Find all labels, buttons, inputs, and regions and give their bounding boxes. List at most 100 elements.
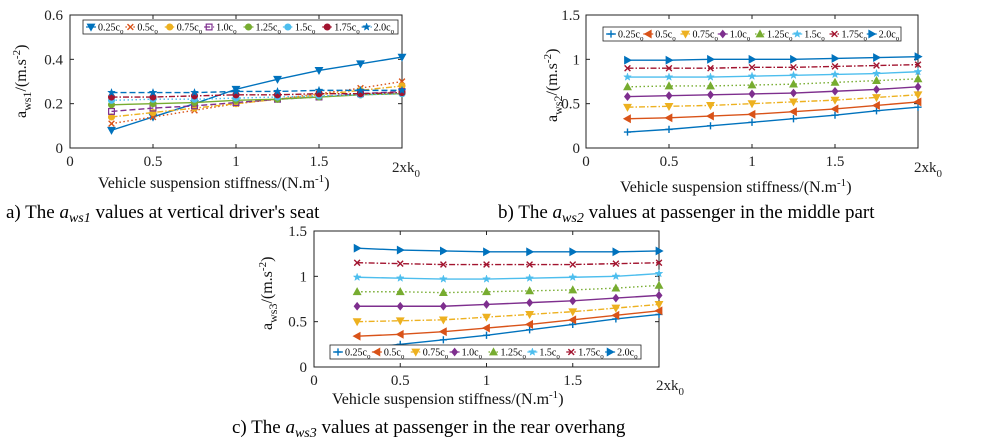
x-tick-label-b: 0.5 bbox=[660, 154, 679, 170]
data-point-c-2-0 bbox=[352, 318, 362, 327]
x-tick-label-a: 0 bbox=[66, 154, 74, 170]
data-point-b-3-2 bbox=[706, 90, 715, 100]
legend-label-a-7: 2.0co bbox=[374, 23, 395, 36]
legend-c: 0.25co 0.5co 0.75co 1.0co 1.25co 1.5co 1.75co 2… bbox=[329, 344, 642, 361]
y-axis-label-b: aws2/(m.s-2) bbox=[542, 49, 565, 122]
data-point-c-6-4 bbox=[526, 261, 533, 268]
legend-marker-b-4 bbox=[755, 29, 765, 38]
legend-marker-a-3 bbox=[205, 23, 213, 31]
data-point-b-7-2 bbox=[707, 54, 716, 64]
data-point-c-2-6 bbox=[611, 304, 621, 313]
series-line-c-3 bbox=[357, 294, 660, 307]
data-point-a-7-1 bbox=[148, 87, 158, 97]
data-point-c-5-0 bbox=[352, 272, 362, 282]
legend-label-b-4: 1.25co bbox=[767, 30, 793, 43]
legend-box-c bbox=[329, 344, 642, 360]
data-point-a-7-4 bbox=[273, 86, 282, 96]
legend-marker-c-7 bbox=[606, 347, 615, 357]
series-line-a-6 bbox=[111, 91, 403, 98]
legend-marker-c-1 bbox=[372, 347, 381, 357]
data-point-a-0-0 bbox=[107, 126, 116, 135]
data-point-c-3-3 bbox=[482, 300, 491, 309]
x-axis-end-label-b: 2xk0 bbox=[914, 160, 943, 180]
data-point-a-0-5 bbox=[314, 67, 324, 76]
legend-marker-a-7 bbox=[362, 22, 372, 31]
data-point-c-1-4 bbox=[524, 319, 534, 329]
data-point-c-2-1 bbox=[395, 317, 405, 326]
data-point-a-7-6 bbox=[356, 85, 365, 95]
legend-box-b bbox=[602, 26, 902, 42]
data-point-b-5-6 bbox=[872, 68, 881, 78]
legend-label-b-7: 2.0co bbox=[879, 30, 900, 43]
data-point-b-4-2 bbox=[706, 81, 715, 90]
data-point-c-6-1 bbox=[396, 260, 404, 268]
x-tick-label-b: 1.5 bbox=[826, 154, 845, 170]
series-line-a-7 bbox=[111, 89, 402, 94]
data-point-c-4-0 bbox=[352, 287, 362, 296]
series-b-0 bbox=[623, 103, 922, 136]
series-c-3 bbox=[353, 290, 663, 311]
data-point-c-7-5 bbox=[569, 247, 578, 257]
legend-marker-b-6 bbox=[831, 30, 838, 38]
series-line-b-1 bbox=[627, 101, 919, 120]
data-point-c-6-0 bbox=[353, 259, 361, 267]
data-point-b-1-0 bbox=[622, 114, 631, 124]
caption-b: b) The aws2 values at passenger in the m… bbox=[498, 202, 875, 226]
legend-label-a-2: 0.75co bbox=[177, 23, 203, 36]
series-b-6 bbox=[624, 61, 922, 72]
series-line-c-6 bbox=[357, 262, 660, 266]
x-tick-label-b: 0 bbox=[582, 154, 590, 170]
series-line-a-0 bbox=[111, 56, 403, 131]
data-point-b-6-3 bbox=[748, 63, 756, 71]
x-tick-label-c: 1 bbox=[483, 373, 491, 389]
legend-label-c-2: 0.75co bbox=[423, 348, 449, 361]
series-c-5 bbox=[352, 268, 664, 283]
data-point-a-0-6 bbox=[356, 60, 365, 69]
legend-marker-c-6 bbox=[567, 348, 575, 356]
legend-label-c-4: 1.25co bbox=[501, 348, 527, 361]
data-point-c-4-4 bbox=[525, 286, 535, 295]
data-point-a-7-0 bbox=[107, 87, 116, 97]
data-point-c-5-6 bbox=[611, 271, 621, 281]
data-point-c-6-6 bbox=[612, 260, 620, 268]
plot-area-a: 0 0.2 0.4 0.6 0 0.5 1 1.5 0.25co 0.5co 0.75co 1.0co… bbox=[44, 8, 407, 170]
data-point-b-5-5 bbox=[830, 69, 840, 79]
x-tick-label-c: 0.5 bbox=[391, 373, 410, 389]
data-point-a-7-7 bbox=[397, 85, 407, 95]
series-line-c-0 bbox=[357, 313, 660, 350]
legend-marker-a-1 bbox=[127, 23, 134, 31]
y-axis-label-a: aws1/(m.s-2) bbox=[11, 45, 34, 118]
series-b-2 bbox=[623, 91, 923, 112]
data-point-c-3-7 bbox=[655, 290, 663, 300]
data-point-a-7-3 bbox=[231, 86, 241, 96]
series-line-b-6 bbox=[627, 63, 919, 69]
x-tick-label-c: 0 bbox=[310, 373, 318, 389]
plot-area-b: 0 0.5 1 1.5 0 0.5 1 1.5 0.25co 0.5co 0.75co 1.0co 1.… bbox=[561, 8, 923, 170]
series-line-b-5 bbox=[627, 71, 919, 78]
data-point-c-6-5 bbox=[569, 261, 577, 268]
legend-label-c-5: 1.5co bbox=[539, 348, 560, 361]
legend-marker-b-7 bbox=[868, 29, 877, 39]
data-point-c-7-4 bbox=[526, 247, 535, 257]
legend-marker-b-0 bbox=[607, 30, 615, 38]
y-tick-label-b: 0.5 bbox=[561, 97, 580, 113]
data-point-c-2-2 bbox=[438, 316, 448, 325]
data-point-b-5-0 bbox=[623, 72, 632, 81]
data-point-c-1-7 bbox=[654, 306, 663, 316]
legend-label-a-4: 1.25co bbox=[256, 23, 282, 36]
legend-label-b-2: 0.75co bbox=[693, 30, 719, 43]
y-tick-label-c: 1 bbox=[300, 269, 308, 285]
legend-marker-b-5 bbox=[792, 29, 802, 38]
data-point-c-1-2 bbox=[438, 327, 447, 337]
data-point-b-6-5 bbox=[831, 63, 839, 70]
series-line-b-7 bbox=[627, 55, 919, 61]
series-b-5 bbox=[623, 67, 923, 81]
y-tick-label-a: 0 bbox=[56, 141, 64, 157]
data-point-c-5-4 bbox=[525, 273, 535, 282]
data-point-a-0-4 bbox=[273, 75, 282, 84]
series-b-4 bbox=[623, 74, 923, 91]
data-point-a-0-7 bbox=[397, 53, 407, 62]
data-point-c-3-1 bbox=[396, 301, 404, 311]
data-point-b-7-6 bbox=[873, 53, 882, 63]
y-tick-label-b: 1.5 bbox=[561, 8, 580, 24]
